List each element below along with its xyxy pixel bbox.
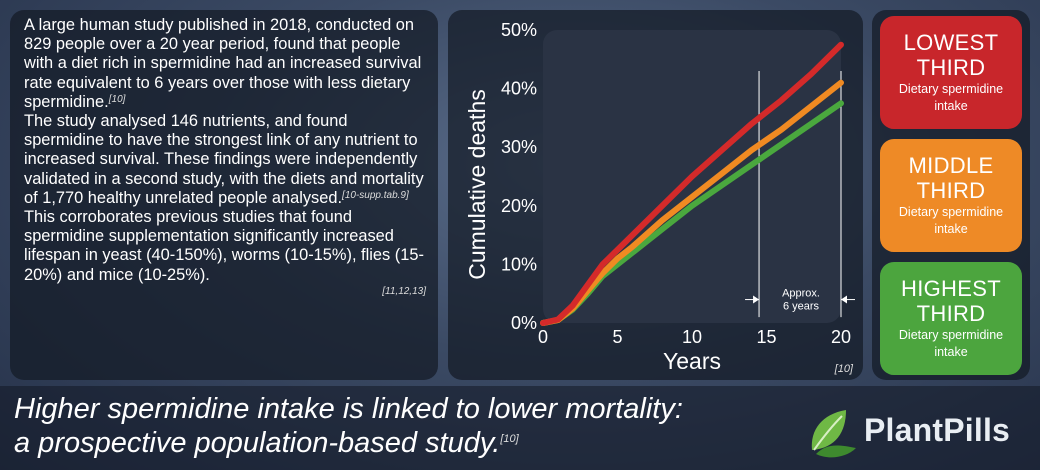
- study-title-line-1: Higher spermidine intake is linked to lo…: [14, 393, 683, 425]
- legend-middle-sub-2: intake: [934, 222, 968, 236]
- study-title: Higher spermidine intake is linked to lo…: [14, 392, 683, 460]
- paragraph-1: A large human study published in 2018, c…: [24, 16, 426, 112]
- y-tick-label: 10%: [501, 254, 537, 274]
- x-tick-label: 20: [831, 327, 851, 347]
- legend-middle-title-1: MIDDLE: [908, 153, 994, 178]
- legend-middle-third: MIDDLE THIRD Dietary spermidine intake: [880, 139, 1022, 252]
- paragraph-2: The study analysed 146 nutrients, and fo…: [24, 112, 426, 208]
- brand-logo: PlantPills: [806, 404, 1036, 458]
- legend-lowest-sub-1: Dietary spermidine: [898, 82, 1004, 96]
- study-title-ref: [10]: [500, 433, 519, 445]
- chart-panel: 0% 10% 20% 30% 40% 50% 0 5 10 15 20 Years Cumulative…: [448, 10, 863, 380]
- paragraph-3-ref: [11,12,13]: [382, 285, 426, 297]
- y-tick-label: 50%: [501, 20, 537, 40]
- legend-lowest-third: LOWEST THIRD Dietary spermidine intake: [880, 16, 1022, 129]
- y-axis-label: Cumulative deaths: [464, 89, 490, 280]
- paragraph-1-text: A large human study published in 2018, c…: [24, 16, 422, 111]
- legend-lowest-sub-2: intake: [934, 99, 968, 113]
- legend-highest-third: HIGHEST THIRD Dietary spermidine intake: [880, 262, 1022, 375]
- annotation-label-2: 6 years: [783, 301, 820, 313]
- study-title-line-2: a prospective population-based study.: [14, 427, 501, 459]
- annotation-left-arrowhead: [753, 295, 760, 304]
- legend-highest-sub-2: intake: [934, 345, 968, 359]
- mortality-chart: 0% 10% 20% 30% 40% 50% 0 5 10 15 20 Years Cumulative…: [464, 20, 855, 375]
- legend-highest-sub-1: Dietary spermidine: [898, 328, 1004, 342]
- legend-lowest-title-1: LOWEST: [903, 30, 999, 55]
- series-line-0: [540, 41, 844, 326]
- legend-lowest-title-2: THIRD: [916, 55, 986, 80]
- leaf-icon: [811, 410, 856, 458]
- y-tick-label: 30%: [501, 137, 537, 157]
- y-tick-label: 20%: [501, 196, 537, 216]
- y-tick-label: 40%: [501, 79, 537, 99]
- x-tick-label: 10: [682, 327, 702, 347]
- annotation-right-arrowhead: [841, 295, 847, 304]
- x-tick-label: 5: [612, 327, 622, 347]
- paragraph-3-text: This corroborates previous studies that …: [24, 208, 424, 284]
- x-tick-label: 15: [756, 327, 776, 347]
- x-axis-label: Years: [663, 348, 721, 374]
- chart-reference: [10]: [834, 363, 854, 375]
- paragraph-3: This corroborates previous studies that …: [24, 208, 426, 285]
- paragraph-1-ref: [10]: [108, 93, 126, 105]
- brand-name: PlantPills: [864, 412, 1011, 448]
- paragraph-2-text: The study analysed 146 nutrients, and fo…: [24, 112, 424, 207]
- legend-middle-sub-1: Dietary spermidine: [898, 205, 1004, 219]
- y-tick-label: 0%: [511, 313, 537, 333]
- annotation-label-1: Approx.: [782, 288, 820, 300]
- legend-highest-title-1: HIGHEST: [901, 276, 1001, 301]
- legend-middle-title-2: THIRD: [916, 178, 986, 203]
- legend-panel: LOWEST THIRD Dietary spermidine intake M…: [872, 10, 1030, 380]
- legend-highest-title-2: THIRD: [916, 301, 986, 326]
- paragraph-2-ref: [10-supp.tab.9]: [342, 189, 409, 201]
- footer-bar: [0, 386, 1040, 470]
- x-tick-label: 0: [538, 327, 548, 347]
- text-panel: A large human study published in 2018, c…: [10, 10, 438, 380]
